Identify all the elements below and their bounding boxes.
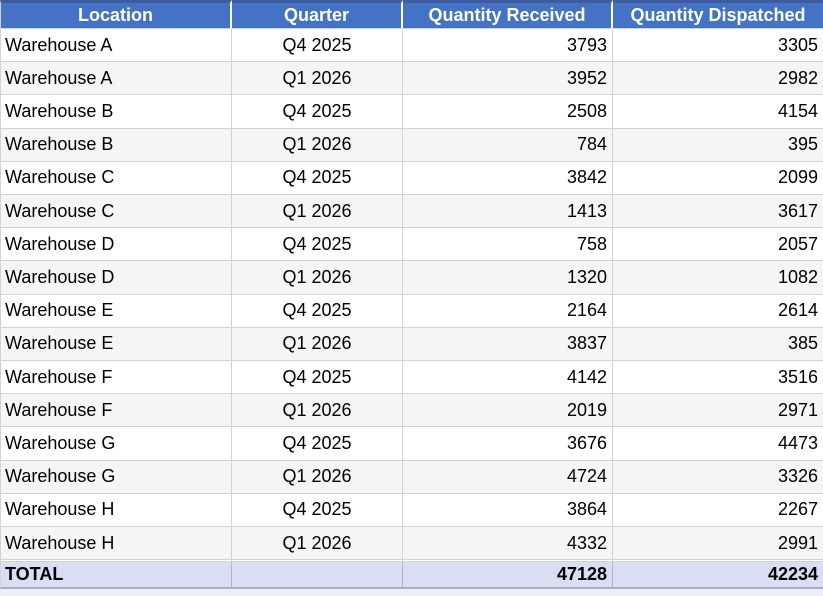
cell-location[interactable]: Warehouse H <box>0 527 232 561</box>
cell-quarter[interactable]: Q4 2025 <box>232 361 403 395</box>
table-row: Warehouse A Q4 2025 3793 3305 <box>0 29 823 63</box>
cell-received[interactable]: 3793 <box>403 29 613 63</box>
total-quarter-cell[interactable] <box>232 562 403 589</box>
cell-dispatched[interactable]: 2991 <box>613 527 823 561</box>
total-received-cell[interactable]: 47128 <box>403 562 613 589</box>
empty-row <box>0 560 823 562</box>
cell-dispatched[interactable]: 2614 <box>613 294 823 328</box>
cell-received[interactable]: 1320 <box>403 261 613 295</box>
table-row: Warehouse F Q1 2026 2019 2971 <box>0 394 823 428</box>
cell-received[interactable]: 3842 <box>403 161 613 196</box>
cell-dispatched[interactable]: 3305 <box>613 29 823 63</box>
cell-dispatched[interactable]: 3617 <box>613 195 823 229</box>
table-row: Warehouse G Q4 2025 3676 4473 <box>0 427 823 461</box>
cell-dispatched[interactable]: 4473 <box>613 427 823 461</box>
cell-quarter[interactable]: Q1 2026 <box>232 394 403 428</box>
cell-received[interactable]: 3952 <box>403 62 613 96</box>
cell-dispatched[interactable]: 2099 <box>613 161 823 196</box>
cell-quarter[interactable]: Q4 2025 <box>232 228 403 262</box>
cell-dispatched[interactable]: 395 <box>613 128 823 162</box>
column-header-quarter[interactable]: Quarter <box>232 0 403 29</box>
cell-location[interactable]: Warehouse A <box>0 62 232 96</box>
cell-location[interactable]: Warehouse A <box>0 29 232 63</box>
cell-received[interactable]: 1413 <box>403 195 613 229</box>
table-row: Warehouse B Q4 2025 2508 4154 <box>0 95 823 129</box>
table-row: Warehouse D Q1 2026 1320 1082 <box>0 261 823 295</box>
cell-received[interactable]: 2019 <box>403 394 613 428</box>
cell-dispatched[interactable]: 2267 <box>613 493 823 528</box>
cell-dispatched[interactable]: 3516 <box>613 361 823 395</box>
header-row: Location Quarter Quantity Received Quant… <box>0 0 823 29</box>
cell-location[interactable]: Warehouse D <box>0 228 232 262</box>
cell-dispatched[interactable]: 4154 <box>613 95 823 129</box>
cell-quarter[interactable]: Q1 2026 <box>232 62 403 96</box>
cell-quarter[interactable]: Q4 2025 <box>232 95 403 129</box>
cell-quarter[interactable]: Q4 2025 <box>232 493 403 528</box>
cell-quarter[interactable] <box>232 560 403 562</box>
table-row: Warehouse A Q1 2026 3952 2982 <box>0 62 823 96</box>
table-row: Warehouse G Q1 2026 4724 3326 <box>0 460 823 494</box>
cell-received[interactable]: 2164 <box>403 294 613 328</box>
cell-location[interactable]: Warehouse D <box>0 261 232 295</box>
table-row: Warehouse C Q4 2025 3842 2099 <box>0 161 823 196</box>
cell-quarter[interactable]: Q1 2026 <box>232 195 403 229</box>
cell-received[interactable]: 4724 <box>403 460 613 494</box>
cell-dispatched[interactable]: 2057 <box>613 228 823 262</box>
cell-location[interactable]: Warehouse F <box>0 361 232 395</box>
cell-quarter[interactable]: Q4 2025 <box>232 161 403 196</box>
cell-location[interactable]: Warehouse F <box>0 394 232 428</box>
cell-received[interactable]: 3676 <box>403 427 613 461</box>
cell-received[interactable]: 4142 <box>403 361 613 395</box>
cell-dispatched[interactable]: 1082 <box>613 261 823 295</box>
cell-dispatched[interactable]: 2971 <box>613 394 823 428</box>
cell-quarter[interactable]: Q1 2026 <box>232 261 403 295</box>
cell-received[interactable]: 3837 <box>403 327 613 362</box>
cell-quarter[interactable]: Q1 2026 <box>232 527 403 561</box>
cell-location[interactable]: Warehouse E <box>0 327 232 362</box>
cell-dispatched[interactable] <box>613 560 823 562</box>
cell-location[interactable] <box>0 560 232 562</box>
cell-received[interactable]: 758 <box>403 228 613 262</box>
cell-received[interactable]: 784 <box>403 128 613 162</box>
cell-quarter[interactable]: Q4 2025 <box>232 29 403 63</box>
table-row: Warehouse C Q1 2026 1413 3617 <box>0 195 823 229</box>
cell-quarter[interactable]: Q4 2025 <box>232 427 403 461</box>
table-row: Warehouse F Q4 2025 4142 3516 <box>0 361 823 395</box>
cell-quarter[interactable]: Q1 2026 <box>232 327 403 362</box>
table-row: Warehouse E Q1 2026 3837 385 <box>0 327 823 362</box>
column-header-quantity-received[interactable]: Quantity Received <box>403 0 613 29</box>
cell-dispatched[interactable]: 385 <box>613 327 823 362</box>
column-header-quantity-dispatched[interactable]: Quantity Dispatched <box>613 0 823 29</box>
cell-location[interactable]: Warehouse H <box>0 493 232 528</box>
cell-quarter[interactable]: Q1 2026 <box>232 460 403 494</box>
cell-location[interactable]: Warehouse G <box>0 427 232 461</box>
table-row: Warehouse D Q4 2025 758 2057 <box>0 228 823 262</box>
table-row: Warehouse H Q1 2026 4332 2991 <box>0 527 823 561</box>
cell-received[interactable]: 2508 <box>403 95 613 129</box>
cell-quarter[interactable]: Q4 2025 <box>232 294 403 328</box>
cell-location[interactable]: Warehouse B <box>0 128 232 162</box>
cell-location[interactable]: Warehouse C <box>0 161 232 196</box>
cell-location[interactable]: Warehouse B <box>0 95 232 129</box>
table-row: Warehouse E Q4 2025 2164 2614 <box>0 294 823 328</box>
table-row: Warehouse B Q1 2026 784 395 <box>0 128 823 162</box>
total-row: TOTAL 47128 42234 <box>0 562 823 589</box>
cell-location[interactable]: Warehouse G <box>0 460 232 494</box>
cell-received[interactable]: 3864 <box>403 493 613 528</box>
cell-received[interactable] <box>403 560 613 562</box>
total-label-cell[interactable]: TOTAL <box>0 562 232 589</box>
cell-location[interactable]: Warehouse C <box>0 195 232 229</box>
cell-quarter[interactable]: Q1 2026 <box>232 128 403 162</box>
bottom-edge-strip <box>0 589 823 596</box>
total-dispatched-cell[interactable]: 42234 <box>613 562 823 589</box>
column-header-location[interactable]: Location <box>0 0 232 29</box>
cell-location[interactable]: Warehouse E <box>0 294 232 328</box>
cell-dispatched[interactable]: 2982 <box>613 62 823 96</box>
cell-received[interactable]: 4332 <box>403 527 613 561</box>
table-row: Warehouse H Q4 2025 3864 2267 <box>0 493 823 528</box>
cell-dispatched[interactable]: 3326 <box>613 460 823 494</box>
